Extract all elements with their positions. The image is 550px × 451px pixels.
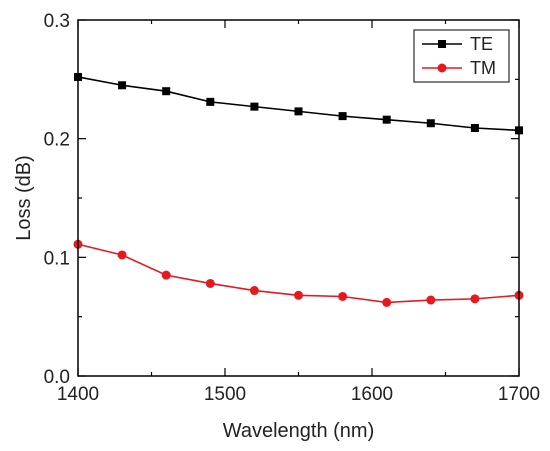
plot-area [73,72,524,307]
axes: 1400 1500 1600 1700 0.0 0.1 0.2 0.3 [44,11,541,405]
y-tick-label: 0.0 [44,367,70,388]
data-point-tm [426,295,436,305]
legend: TE TM [413,29,510,83]
data-point-te [294,107,303,116]
x-tick-label: 1400 [57,384,99,405]
data-point-te [162,87,171,96]
series-line-te [77,76,520,132]
data-point-tm [161,270,171,280]
x-tick-label: 1700 [498,384,540,405]
x-axis-title: Wavelength (nm) [223,420,375,442]
legend-label-te: TE [470,34,493,54]
legend-label-tm: TM [470,58,496,78]
data-point-te [338,112,347,121]
data-point-te [382,115,391,124]
data-point-tm [338,291,348,301]
data-point-te [470,123,479,132]
data-point-te [426,119,435,128]
x-tick-label: 1500 [204,384,246,405]
y-tick-label: 0.2 [44,130,70,151]
data-point-tm [470,294,480,304]
data-point-te [206,97,215,106]
data-point-tm [117,250,127,260]
legend-box [413,29,510,83]
y-tick-label: 0.3 [44,11,70,32]
legend-marker-te [438,40,446,48]
data-point-te [118,81,127,90]
x-tick-label: 1600 [351,384,393,405]
data-point-tm [382,297,392,307]
legend-marker-tm [437,63,447,73]
data-point-tm [205,278,215,288]
y-axis-title: Loss (dB) [13,155,35,241]
data-point-tm [294,290,303,300]
data-point-te [250,102,259,111]
y-tick-label: 0.1 [44,248,70,269]
data-point-tm [249,286,259,296]
